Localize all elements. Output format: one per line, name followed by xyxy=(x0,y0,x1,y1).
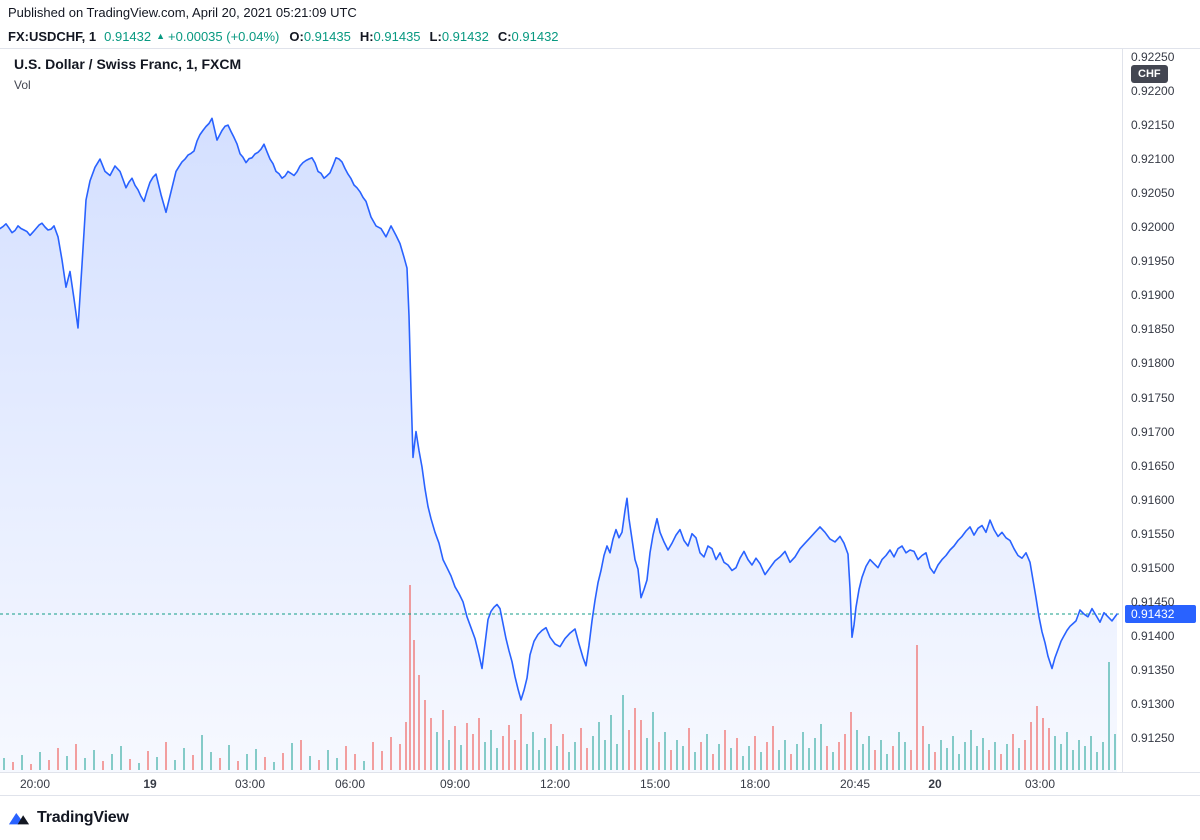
up-arrow-icon: ▲ xyxy=(156,31,166,41)
high-value: H:0.91435 xyxy=(359,28,421,44)
price-tick-label: 0.92100 xyxy=(1131,152,1175,167)
price-tick-label: 0.91900 xyxy=(1131,288,1175,303)
symbol-info-bar: FX:USDCHF, 1 0.91432 ▲ +0.00035 (+0.04%)… xyxy=(0,24,1200,48)
tradingview-logo-icon[interactable] xyxy=(8,807,30,829)
price-tick-label: 0.92050 xyxy=(1131,186,1175,201)
time-tick-label: 20 xyxy=(928,777,942,791)
price-tick-label: 0.91550 xyxy=(1131,526,1175,541)
price-tick-label: 0.91400 xyxy=(1131,628,1175,643)
volume-indicator-label: Vol xyxy=(14,78,31,92)
footer: TradingView xyxy=(0,796,1200,839)
price-tick-label: 0.91850 xyxy=(1131,322,1175,337)
chart-bottom-border xyxy=(0,795,1200,796)
price-tick-label: 0.91600 xyxy=(1131,492,1175,507)
time-tick-label: 20:45 xyxy=(839,777,871,791)
price-tick-label: 0.92000 xyxy=(1131,220,1175,235)
price-tick-label: 0.92150 xyxy=(1131,118,1175,133)
price-chart[interactable] xyxy=(0,48,1122,772)
chart-region: U.S. Dollar / Swiss Franc, 1, FXCM Vol C… xyxy=(0,48,1200,796)
ohlc-values: O:0.91435 H:0.91435 L:0.91432 C:0.91432 xyxy=(289,29,558,44)
chart-title: U.S. Dollar / Swiss Franc, 1, FXCM xyxy=(14,56,242,72)
time-tick-label: 20:00 xyxy=(19,777,51,791)
published-caption: Published on TradingView.com, April 20, … xyxy=(8,5,357,20)
price-tick-label: 0.92250 xyxy=(1131,50,1175,64)
price-tick-label: 0.91950 xyxy=(1131,254,1175,269)
currency-badge: CHF xyxy=(1131,65,1168,83)
area-fill xyxy=(0,118,1117,772)
last-price: 0.91432 xyxy=(104,28,152,44)
volume-bars xyxy=(3,585,1116,770)
price-tick-label: 0.91750 xyxy=(1131,390,1175,405)
price-change: +0.00035 (+0.04%) xyxy=(168,28,280,44)
price-tick-label: 0.92200 xyxy=(1131,84,1175,99)
time-tick-label: 12:00 xyxy=(539,777,571,791)
symbol-name: FX:USDCHF, 1 xyxy=(8,28,97,44)
price-tick-label: 0.91800 xyxy=(1131,356,1175,371)
tradingview-wordmark[interactable]: TradingView xyxy=(37,808,129,826)
last-price-badge: 0.91432 xyxy=(1125,605,1196,624)
price-tick-label: 0.91500 xyxy=(1131,560,1175,575)
price-tick-label: 0.91650 xyxy=(1131,458,1175,473)
time-tick-label: 06:00 xyxy=(334,777,366,791)
time-tick-label: 03:00 xyxy=(234,777,266,791)
time-tick-label: 19 xyxy=(143,777,157,791)
price-tick-label: 0.91700 xyxy=(1131,424,1175,439)
price-axis[interactable]: CHF 0.91432 0.92250 0.92200 0.92150 0.92100… xyxy=(1123,48,1200,772)
time-tick-label: 15:00 xyxy=(639,777,671,791)
close-value: C:0.91432 xyxy=(497,28,559,44)
chart-top-border xyxy=(0,48,1200,49)
price-line xyxy=(0,117,1118,701)
time-axis[interactable]: 20:00 19 03:00 06:00 09:00 12:00 15:00 18:00 20:… xyxy=(0,773,1200,795)
price-tick-label: 0.91450 xyxy=(1131,594,1175,609)
price-axis-separator xyxy=(1122,48,1123,772)
price-tick-label: 0.91350 xyxy=(1131,662,1175,677)
time-tick-label: 18:00 xyxy=(739,777,771,791)
time-axis-separator xyxy=(0,772,1200,773)
price-tick-label: 0.91250 xyxy=(1131,731,1175,745)
low-value: L:0.91432 xyxy=(429,28,489,44)
time-tick-label: 03:00 xyxy=(1024,777,1056,791)
time-tick-label: 09:00 xyxy=(439,777,471,791)
open-value: O:0.91435 xyxy=(289,28,351,44)
price-tick-label: 0.91300 xyxy=(1131,696,1175,711)
